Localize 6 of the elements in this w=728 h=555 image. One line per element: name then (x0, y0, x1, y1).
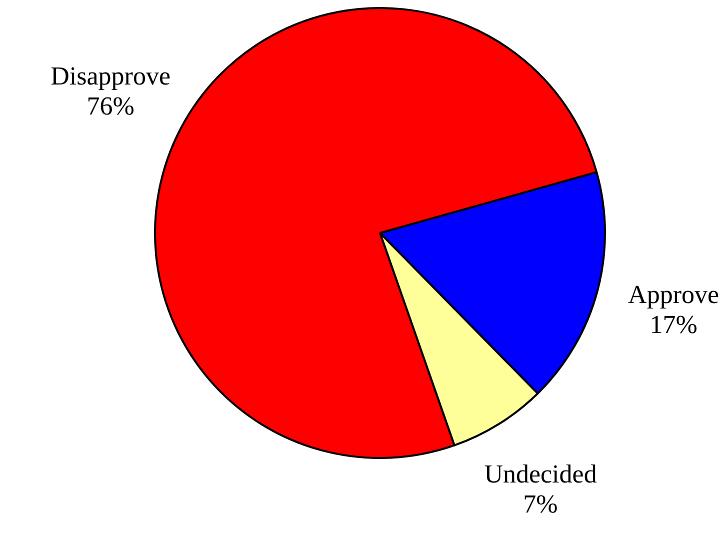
slice-label: Disapprove (50, 62, 170, 91)
data-label: 76% (86, 92, 134, 121)
data-label: 17% (650, 310, 698, 339)
slice-label: Approve (628, 280, 720, 309)
slice-label: Undecided (484, 460, 597, 489)
data-label: 7% (523, 490, 558, 519)
